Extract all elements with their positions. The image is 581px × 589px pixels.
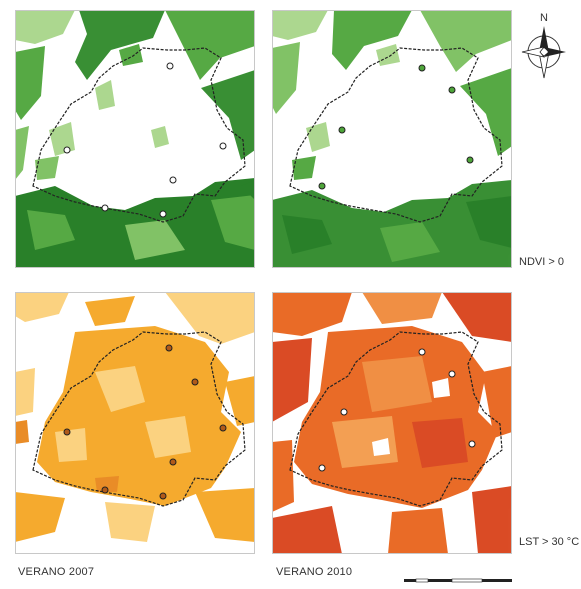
temperature-patches <box>272 292 512 554</box>
temperature-patches <box>15 292 255 542</box>
year-label-2007: VERANO 2007 <box>18 566 95 578</box>
map-panel-lst-2010 <box>272 292 512 554</box>
north-label: N <box>540 12 548 24</box>
map-panel-ndvi-2010 <box>272 10 512 268</box>
ndvi-legend-label: NDVI > 0 <box>519 256 564 268</box>
vegetation-patches <box>15 10 255 268</box>
lst-legend-label: LST > 30 °C <box>519 536 580 548</box>
ndvi-2010-map <box>272 10 512 268</box>
north-arrow-icon: N <box>520 10 568 80</box>
year-label-2010: VERANO 2010 <box>276 566 353 578</box>
ndvi-2007-map <box>15 10 255 268</box>
vegetation-patches <box>272 10 512 268</box>
lst-2007-map <box>15 292 255 542</box>
scale-bar <box>404 571 514 583</box>
map-panel-ndvi-2007 <box>15 10 255 268</box>
map-panel-lst-2007 <box>15 292 255 554</box>
lst-2010-map <box>272 292 512 554</box>
